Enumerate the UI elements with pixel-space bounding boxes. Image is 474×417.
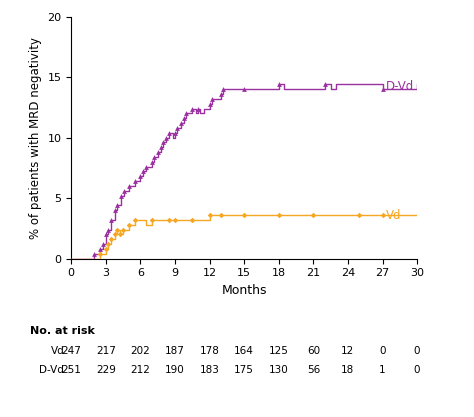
Point [102,231,109,238]
Text: 18: 18 [341,365,355,375]
Point [219,86,227,93]
Text: 190: 190 [165,365,185,375]
Point [148,158,155,165]
Text: 0: 0 [414,346,420,356]
Point [139,168,146,175]
Text: 1: 1 [379,365,386,375]
Point [117,192,125,199]
Point [208,95,216,102]
Point [96,246,104,252]
Point [206,100,213,107]
X-axis label: Months: Months [221,284,267,297]
Point [154,149,161,156]
Point [206,212,213,219]
Text: Vd: Vd [386,208,401,221]
Point [180,115,188,122]
Point [102,246,109,252]
Point [131,216,138,223]
Point [321,81,328,88]
Point [150,153,158,160]
Point [108,236,115,243]
Text: 164: 164 [234,346,254,356]
Point [113,202,121,208]
Point [111,231,118,238]
Text: 0: 0 [414,365,420,375]
Point [120,188,128,194]
Point [91,250,98,257]
Point [119,226,127,233]
Point [173,125,181,131]
Text: 56: 56 [307,365,320,375]
Text: 202: 202 [130,346,150,356]
Text: 178: 178 [200,346,219,356]
Point [182,110,190,117]
Point [165,129,173,136]
Text: 183: 183 [200,365,219,375]
Point [217,212,225,219]
Point [275,81,283,88]
Point [148,216,155,223]
Text: No. at risk: No. at risk [29,326,94,336]
Point [108,216,115,223]
Text: 130: 130 [269,365,289,375]
Point [100,241,107,247]
Point [379,212,386,219]
Text: D-Vd: D-Vd [386,80,414,93]
Point [125,183,133,189]
Point [177,120,184,126]
Point [116,231,123,238]
Text: 251: 251 [61,365,81,375]
Text: 187: 187 [165,346,185,356]
Point [379,86,386,93]
Point [240,86,248,93]
Point [188,105,196,112]
Text: 125: 125 [269,346,289,356]
Point [131,178,138,184]
Text: 175: 175 [234,365,254,375]
Text: 247: 247 [61,346,81,356]
Point [162,134,170,141]
Point [113,226,121,233]
Point [194,105,202,112]
Point [137,173,144,180]
Point [275,212,283,219]
Point [165,216,173,223]
Point [104,226,112,233]
Point [188,216,196,223]
Point [142,163,150,170]
Point [104,241,112,247]
Text: 229: 229 [96,365,116,375]
Point [240,212,248,219]
Text: Vd: Vd [50,346,64,356]
Text: 212: 212 [130,365,150,375]
Point [171,129,179,136]
Point [96,250,104,257]
Text: 12: 12 [341,346,355,356]
Point [157,144,165,151]
Point [310,212,317,219]
Y-axis label: % of patients with MRD negativity: % of patients with MRD negativity [29,37,42,239]
Text: 60: 60 [307,346,320,356]
Point [111,207,118,214]
Point [125,221,133,228]
Point [356,212,363,219]
Text: 0: 0 [379,346,386,356]
Text: D-Vd: D-Vd [39,365,64,375]
Point [160,139,167,146]
Point [171,216,179,223]
Point [217,91,225,98]
Text: 217: 217 [96,346,116,356]
